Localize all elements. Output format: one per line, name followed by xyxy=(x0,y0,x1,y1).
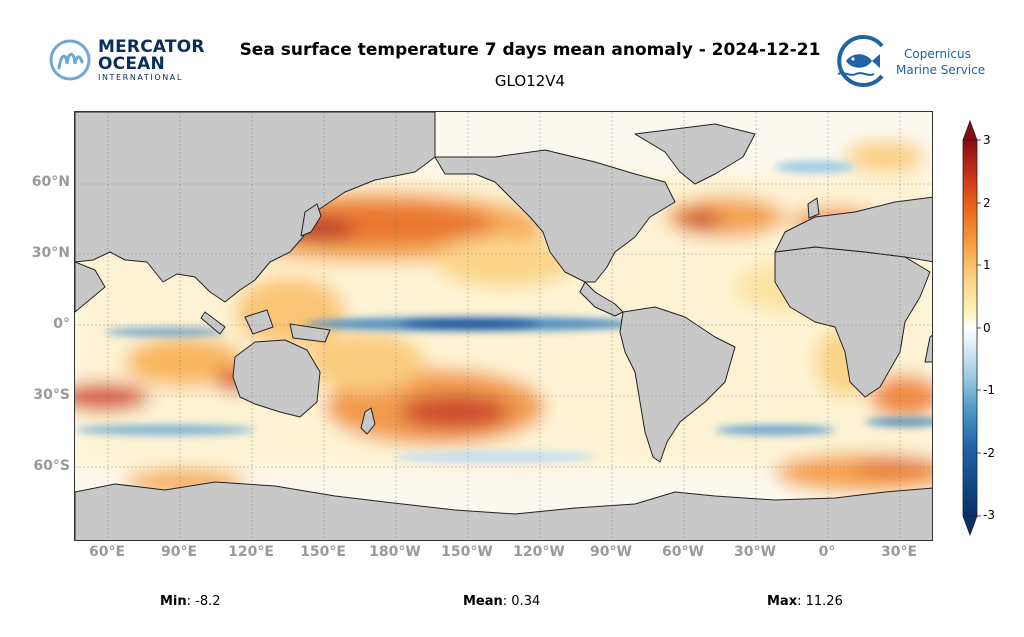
colorbar-extend-top xyxy=(962,119,978,141)
colorbar-tick-m3: -3 xyxy=(983,508,995,522)
lon-label-120e: 120°E xyxy=(228,544,274,560)
colorbar-tick-m1: -1 xyxy=(983,383,995,397)
lat-label-30n: 30°N xyxy=(31,245,70,261)
colorbar xyxy=(958,118,988,538)
colorbar-tick-2: 2 xyxy=(983,196,991,210)
lon-label-30e: 30°E xyxy=(880,544,918,560)
lon-label-150e: 150°E xyxy=(300,544,346,560)
mercator-line3: INTERNATIONAL xyxy=(98,73,183,82)
land-uk xyxy=(807,197,820,219)
stat-mean: Mean: 0.34 xyxy=(463,594,540,609)
mercator-line1: MERCATOR xyxy=(98,37,205,57)
mercator-line2: OCEAN xyxy=(98,54,165,74)
land-sumatra xyxy=(200,311,226,335)
land-central-america xyxy=(579,281,624,317)
land-europe xyxy=(774,196,932,263)
lon-label-90w: 90°W xyxy=(590,544,632,560)
lon-label-60e: 60°E xyxy=(88,544,126,560)
mercator-ocean-logo: MERCATOR OCEAN INTERNATIONAL xyxy=(48,38,204,84)
map-subtitle: GLO12V4 xyxy=(494,72,566,90)
stat-min-value: : -8.2 xyxy=(186,594,221,609)
lon-label-90e: 90°E xyxy=(160,544,198,560)
mercator-wave-icon xyxy=(49,39,91,81)
land-new-zealand xyxy=(360,407,376,435)
copernicus-fish-icon xyxy=(837,35,884,87)
land-antarctica xyxy=(75,481,932,540)
land-greenland xyxy=(634,123,756,185)
lat-label-30s: 30°S xyxy=(33,387,70,403)
lat-label-60n: 60°N xyxy=(31,174,70,190)
colorbar-tick-m2: -2 xyxy=(983,446,995,460)
colorbar-tick-1: 1 xyxy=(983,258,991,272)
stat-max-value: : 11.26 xyxy=(797,594,843,609)
lon-label-30w: 30°W xyxy=(734,544,776,560)
land-japan xyxy=(300,203,322,237)
stat-max-label: Max xyxy=(767,594,798,609)
lon-label-0: 0° xyxy=(818,544,836,560)
colorbar-ramp xyxy=(962,139,978,517)
stat-mean-label: Mean xyxy=(463,594,503,609)
map-gridlines xyxy=(75,112,932,540)
lon-label-120w: 120°W xyxy=(513,544,565,560)
colorbar-extend-bottom xyxy=(962,515,978,537)
copernicus-line1: Copernicus xyxy=(904,47,971,61)
land-eurasia xyxy=(75,112,436,303)
land-masses xyxy=(75,112,932,540)
copernicus-line2: Marine Service xyxy=(896,63,986,77)
lon-label-180w: 180°W xyxy=(369,544,421,560)
land-east-africa xyxy=(75,261,106,313)
stat-min: Min: -8.2 xyxy=(160,594,221,609)
sst-anomaly-map xyxy=(74,111,933,541)
land-madagascar xyxy=(924,334,932,363)
land-south-america xyxy=(619,306,736,463)
stat-min-label: Min xyxy=(160,594,187,609)
land-australia xyxy=(232,339,321,418)
colorbar-tick-3: 3 xyxy=(983,133,991,147)
lat-label-60s: 60°S xyxy=(33,458,70,474)
copernicus-marine-logo: Copernicus Marine Service xyxy=(832,32,992,92)
lon-label-150w: 150°W xyxy=(441,544,493,560)
stat-max: Max: 11.26 xyxy=(767,594,843,609)
land-new-guinea xyxy=(289,323,331,343)
stat-mean-value: : 0.34 xyxy=(502,594,541,609)
map-title: Sea surface temperature 7 days mean anom… xyxy=(239,40,821,60)
lat-label-eq: 0° xyxy=(53,316,70,332)
lon-label-60w: 60°W xyxy=(662,544,704,560)
colorbar-tick-0: 0 xyxy=(983,321,991,335)
land-north-america xyxy=(434,149,676,283)
